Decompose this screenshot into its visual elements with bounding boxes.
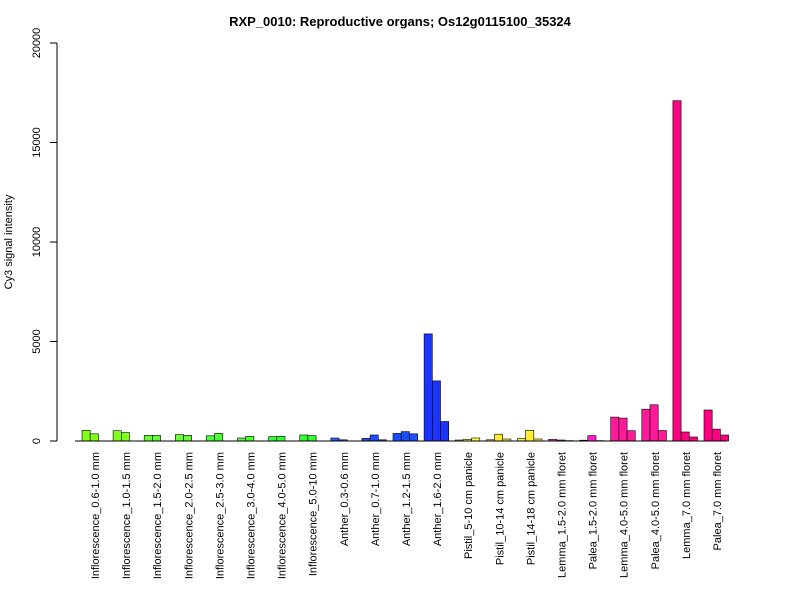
x-tick-label: Inflorescence_1.5-2.0 mm bbox=[152, 452, 164, 579]
x-tick-label: Pistil_5-10 cm panicle bbox=[463, 452, 475, 559]
bar bbox=[206, 435, 215, 442]
chart-title: RXP_0010: Reproductive organs; Os12g0115… bbox=[229, 14, 571, 29]
bar bbox=[587, 435, 597, 442]
x-tick-label: Palea_7.0 mm floret bbox=[712, 452, 724, 550]
bar bbox=[649, 404, 659, 442]
x-tick-label: Inflorescence_2.0-2.5 mm bbox=[183, 452, 195, 579]
bar bbox=[268, 436, 278, 442]
x-tick-label: Inflorescence_4.0-5.0 mm bbox=[277, 452, 289, 579]
bar bbox=[276, 436, 286, 442]
bar bbox=[431, 380, 441, 442]
bar bbox=[112, 430, 122, 442]
bar bbox=[121, 432, 130, 442]
x-tick-label: Inflorescence_2.5-3.0 mm bbox=[214, 452, 226, 579]
bar bbox=[680, 431, 690, 442]
bar bbox=[672, 100, 682, 442]
x-tick-label: Lemma_4.0-5.0 mm floret bbox=[619, 452, 631, 578]
x-tick-label: Lemma_1.5-2.0 mm floret bbox=[557, 452, 569, 578]
y-tick-label: 15000 bbox=[31, 127, 43, 158]
y-tick-label: 5000 bbox=[31, 329, 43, 353]
bar bbox=[89, 433, 99, 442]
bar bbox=[610, 416, 620, 442]
y-axis: 0 5000 10000 15000 20000 bbox=[31, 28, 58, 444]
bar bbox=[175, 434, 184, 442]
y-tick-label: 0 bbox=[31, 438, 43, 444]
bar bbox=[214, 433, 224, 442]
bar bbox=[657, 430, 667, 442]
bar bbox=[299, 434, 309, 442]
bars-layer bbox=[75, 100, 729, 442]
x-tick-label: Palea_4.0-5.0 mm floret bbox=[650, 452, 662, 569]
bar bbox=[400, 431, 410, 442]
bar bbox=[152, 435, 161, 442]
bar bbox=[423, 333, 433, 442]
x-tick-label: Anther_1.6-2.0 mm bbox=[432, 452, 444, 546]
bar bbox=[307, 435, 317, 442]
x-tick-label: Inflorescence_0.6-1.0 mm bbox=[90, 452, 102, 579]
bar bbox=[245, 436, 255, 442]
bar bbox=[392, 433, 402, 442]
bar bbox=[711, 428, 721, 442]
bar bbox=[440, 421, 449, 442]
bar bbox=[409, 433, 418, 442]
y-tick-label: 10000 bbox=[31, 227, 43, 258]
x-tick-label: Lemma_7.0 mm floret bbox=[681, 452, 693, 559]
bar bbox=[143, 435, 153, 442]
x-tick-label: Inflorescence_3.0-4.0 mm bbox=[246, 452, 258, 579]
x-tick-label: Palea_1.5-2.0 mm floret bbox=[588, 452, 600, 569]
bar bbox=[703, 409, 713, 442]
bar bbox=[618, 417, 628, 442]
y-tick-label: 20000 bbox=[31, 28, 43, 59]
x-tick-label: Inflorescence_5.0-10 mm bbox=[308, 452, 320, 576]
bar bbox=[641, 408, 651, 442]
y-axis-label: Cy3 signal intensity bbox=[3, 194, 15, 289]
bar bbox=[626, 430, 636, 442]
bar bbox=[688, 436, 698, 442]
x-tick-labels: Inflorescence_0.6-1.0 mm Inflorescence_1.… bbox=[90, 452, 724, 579]
x-tick-label: Inflorescence_1.0-1.5 mm bbox=[121, 452, 133, 579]
bar bbox=[720, 434, 729, 442]
bar bbox=[369, 434, 379, 442]
bar bbox=[525, 429, 535, 442]
bar bbox=[81, 429, 91, 442]
x-tick-label: Anther_0.3-0.6 mm bbox=[339, 452, 351, 546]
bar bbox=[183, 435, 192, 442]
x-tick-label: Pistil_14-18 cm panicle bbox=[525, 452, 537, 565]
x-tick-label: Pistil_10-14 cm panicle bbox=[494, 452, 506, 565]
x-tick-label: Anther_1.2-1.5 mm bbox=[401, 452, 413, 546]
x-tick-label: Anther_0.7-1.0 mm bbox=[370, 452, 382, 546]
bar bbox=[494, 433, 503, 442]
